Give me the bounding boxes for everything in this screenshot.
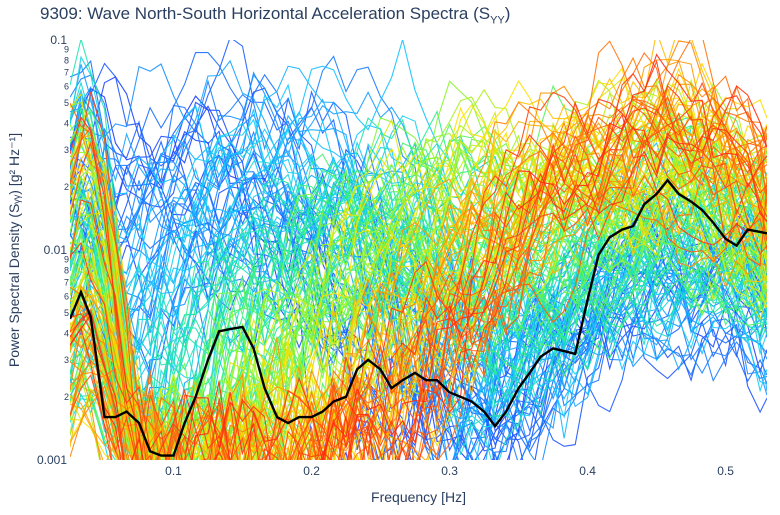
spectrum-trace — [70, 137, 767, 460]
spectrum-trace — [70, 84, 767, 460]
spectrum-trace — [70, 124, 767, 460]
spectrum-trace — [70, 85, 767, 460]
spectrum-trace — [70, 112, 767, 460]
y-minor-tick-label: 9 — [64, 45, 69, 55]
y-tick-label: 0.001 — [37, 453, 67, 467]
spectrum-trace — [70, 77, 767, 460]
y-minor-tick-label: 9 — [64, 255, 69, 265]
y-minor-tick-label: 2 — [64, 392, 69, 402]
spectrum-trace — [70, 100, 767, 460]
spectrum-trace — [70, 113, 767, 460]
y-minor-tick-label: 6 — [64, 292, 69, 302]
x-tick-label: 0.3 — [441, 464, 458, 478]
spectrum-trace — [70, 83, 767, 460]
y-minor-tick-label: 5 — [64, 308, 69, 318]
x-tick-label: 0.4 — [579, 464, 596, 478]
y-minor-tick-label: 7 — [64, 278, 69, 288]
y-minor-tick-label: 3 — [64, 145, 69, 155]
spectrum-trace — [70, 109, 767, 460]
x-tick-label: 0.2 — [303, 464, 320, 478]
spectrum-trace — [70, 98, 767, 408]
spectrum-trace — [70, 220, 767, 460]
spectrum-trace — [70, 87, 767, 460]
spectrum-trace — [70, 151, 767, 430]
spectrum-trace — [70, 123, 767, 460]
x-axis-title: Frequency [Hz] — [371, 489, 466, 505]
spectrum-trace — [70, 103, 767, 460]
spectrum-trace — [70, 164, 767, 460]
y-minor-tick-label: 4 — [64, 119, 69, 129]
spectrum-trace — [70, 60, 767, 460]
spectrum-trace — [70, 120, 767, 460]
spectrum-trace — [70, 146, 767, 460]
spectrum-trace — [70, 91, 767, 460]
y-minor-tick-label: 6 — [64, 82, 69, 92]
spectrum-trace — [70, 56, 767, 460]
y-minor-tick-label: 3 — [64, 355, 69, 365]
y-minor-tick-label: 8 — [64, 55, 69, 65]
spectrum-trace — [70, 53, 767, 460]
spectrum-trace — [70, 40, 767, 460]
y-minor-tick-label: 2 — [64, 182, 69, 192]
y-axis-title: Power Spectral Density (Sᵧᵧ) [g² Hz⁻¹] — [6, 133, 22, 367]
spectrum-trace — [70, 124, 767, 450]
spectrum-trace — [70, 127, 767, 460]
spectrum-trace — [70, 66, 767, 460]
y-tick-label: 0.1 — [50, 33, 67, 47]
spectrum-trace — [70, 65, 767, 437]
y-minor-tick-label: 7 — [64, 68, 69, 78]
spectrum-trace — [70, 59, 767, 460]
spectrum-trace — [70, 134, 767, 460]
spectrum-trace — [70, 104, 767, 460]
spectrum-trace — [70, 40, 767, 400]
spectrum-trace — [70, 80, 767, 460]
y-minor-tick-label: 4 — [64, 329, 69, 339]
spectrum-trace — [70, 85, 767, 460]
spectrum-trace — [70, 132, 767, 460]
x-tick-label: 0.1 — [165, 464, 182, 478]
x-tick-label: 0.5 — [717, 464, 734, 478]
y-minor-tick-label: 5 — [64, 98, 69, 108]
plot-area — [70, 40, 767, 460]
mean-spectrum-line — [70, 178, 767, 457]
spectrum-trace — [70, 110, 767, 460]
spectrum-trace — [70, 126, 767, 460]
spectrum-trace — [70, 40, 767, 460]
chart-title: 9309: Wave North-South Horizontal Accele… — [40, 4, 511, 27]
spectrum-trace — [70, 153, 767, 460]
spectrum-trace — [70, 104, 767, 460]
y-tick-label: 0.01 — [44, 243, 68, 257]
spectrum-trace — [70, 78, 767, 460]
spectrum-trace — [70, 93, 767, 460]
y-minor-tick-label: 8 — [64, 265, 69, 275]
